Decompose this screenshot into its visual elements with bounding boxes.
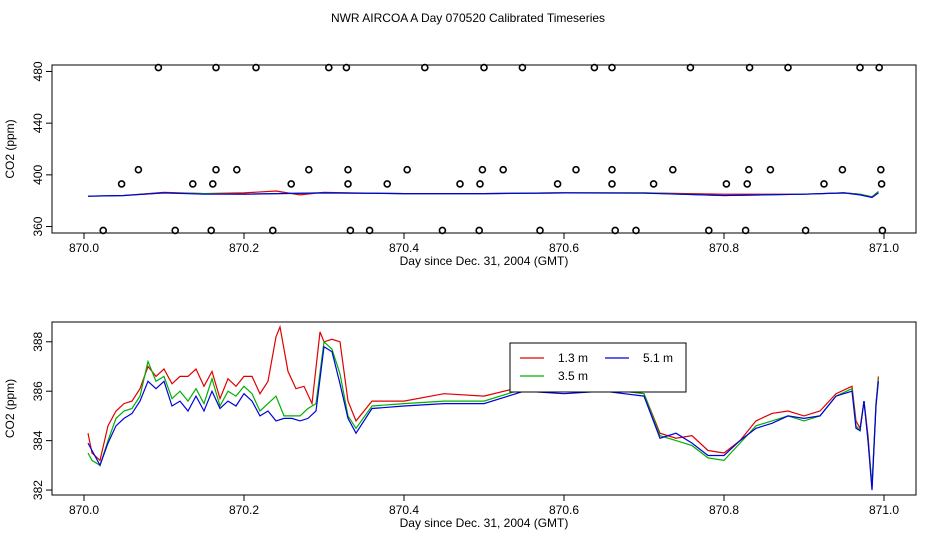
flag-point bbox=[342, 63, 351, 72]
x-axis-label: Day since Dec. 31, 2004 (GMT) bbox=[400, 254, 569, 268]
x-tick-label: 870.4 bbox=[389, 503, 419, 517]
y-axis-label: CO2 (ppm) bbox=[3, 379, 17, 438]
flag-point bbox=[383, 180, 392, 188]
y-tick-label: 480 bbox=[31, 61, 45, 81]
flag-point bbox=[820, 180, 828, 188]
flag-point bbox=[171, 226, 179, 235]
flag-point bbox=[403, 165, 412, 174]
flag-point bbox=[207, 226, 215, 235]
y-tick-label: 360 bbox=[31, 216, 45, 236]
flag-point bbox=[743, 180, 752, 188]
flag-point bbox=[649, 180, 658, 188]
flag-point bbox=[608, 63, 616, 72]
figure-title: NWR AIRCOA A Day 070520 Calibrated Times… bbox=[331, 11, 605, 25]
flag-point bbox=[252, 63, 260, 72]
flag-point bbox=[476, 180, 484, 188]
flag-point bbox=[784, 63, 792, 72]
flag-point bbox=[876, 165, 885, 174]
x-tick-label: 871.0 bbox=[869, 503, 899, 517]
legend-box bbox=[509, 342, 687, 393]
flag-point bbox=[632, 226, 640, 235]
flag-point bbox=[438, 226, 447, 235]
flag-point bbox=[344, 165, 352, 174]
flag-point bbox=[212, 165, 220, 174]
flag-point bbox=[287, 180, 296, 188]
flag-point bbox=[686, 63, 695, 72]
flag-point bbox=[518, 63, 527, 72]
x-tick-label: 870.8 bbox=[709, 503, 739, 517]
flag-point bbox=[99, 226, 107, 235]
y-tick-label: 386 bbox=[31, 381, 45, 401]
y-tick-label: 400 bbox=[31, 165, 45, 185]
y-tick-label: 440 bbox=[31, 113, 45, 133]
flag-point bbox=[878, 226, 887, 235]
flag-point bbox=[722, 180, 731, 188]
flag-point bbox=[608, 180, 616, 188]
x-tick-label: 870.8 bbox=[709, 241, 739, 255]
flag-point bbox=[117, 180, 126, 188]
y-tick-label: 384 bbox=[31, 430, 45, 450]
flag-point bbox=[608, 165, 616, 174]
flag-point bbox=[741, 226, 750, 235]
flag-point bbox=[668, 165, 677, 174]
flag-point bbox=[212, 63, 220, 72]
x-tick-label: 870.2 bbox=[229, 503, 259, 517]
flag-point bbox=[877, 180, 886, 188]
x-tick-label: 870.0 bbox=[69, 241, 99, 255]
flag-point bbox=[590, 63, 599, 72]
flag-point bbox=[365, 226, 374, 235]
x-tick-label: 870.0 bbox=[69, 503, 99, 517]
flag-point bbox=[766, 165, 775, 174]
plot-frame bbox=[51, 64, 917, 234]
y-axis-label: CO2 (ppm) bbox=[3, 119, 17, 178]
flag-point bbox=[536, 226, 544, 235]
y-tick-label: 388 bbox=[31, 331, 45, 351]
x-axis-label: Day since Dec. 31, 2004 (GMT) bbox=[400, 516, 569, 530]
flag-point bbox=[344, 180, 352, 188]
x-tick-label: 870.6 bbox=[549, 503, 579, 517]
flag-point bbox=[233, 165, 241, 174]
flag-point bbox=[499, 165, 508, 174]
x-tick-label: 870.4 bbox=[389, 241, 419, 255]
flag-point bbox=[553, 180, 562, 188]
plot-frame bbox=[51, 321, 917, 496]
flag-point bbox=[875, 63, 884, 72]
x-tick-label: 871.0 bbox=[869, 241, 899, 255]
series-line-3-5-m bbox=[87, 340, 879, 486]
series-line-5-1-m bbox=[87, 345, 879, 491]
legend-label: 5.1 m bbox=[643, 351, 673, 365]
series-line-5-1-m bbox=[87, 192, 879, 199]
flag-point bbox=[304, 165, 313, 174]
flag-point bbox=[478, 165, 487, 174]
bottom-panel: 870.0 870.2 870.4 870.6 870.8 871.0 382 384 386 3… bbox=[3, 321, 917, 530]
flag-point bbox=[420, 63, 429, 72]
flag-point bbox=[324, 63, 333, 72]
flag-point bbox=[744, 165, 753, 174]
flag-point bbox=[838, 165, 847, 174]
flag-point bbox=[856, 63, 864, 72]
flag-point bbox=[209, 180, 217, 188]
legend-label: 3.5 m bbox=[558, 369, 588, 383]
legend: 1.3 m 5.1 m 3.5 m bbox=[509, 342, 687, 393]
flag-point bbox=[475, 226, 484, 235]
flag-point bbox=[154, 63, 163, 72]
x-tick-label: 870.2 bbox=[229, 241, 259, 255]
legend-label: 1.3 m bbox=[558, 351, 588, 365]
flag-point bbox=[480, 63, 488, 72]
flag-point bbox=[189, 180, 197, 188]
flag-point bbox=[611, 226, 620, 235]
top-panel: 870.0 870.2 870.4 870.6 870.8 871.0 360 400 440 4… bbox=[3, 61, 917, 268]
flag-point bbox=[704, 226, 713, 235]
y-tick-label: 382 bbox=[31, 480, 45, 500]
flag-point bbox=[801, 226, 810, 235]
flag-point bbox=[346, 226, 355, 235]
x-tick-label: 870.6 bbox=[549, 241, 579, 255]
series-line-1-3-m bbox=[87, 324, 879, 488]
flag-point bbox=[456, 180, 464, 188]
flag-point bbox=[134, 165, 143, 174]
flag-point bbox=[572, 165, 580, 174]
flag-point bbox=[268, 226, 277, 235]
flag-point bbox=[745, 63, 754, 72]
